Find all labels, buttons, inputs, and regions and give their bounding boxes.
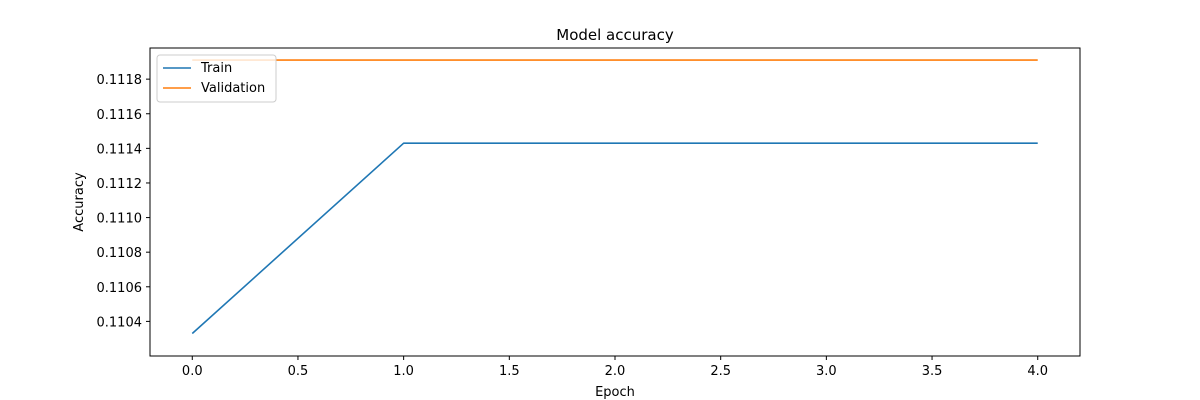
- y-tick-label: 0.1104: [97, 315, 143, 330]
- x-tick-label: 2.5: [710, 364, 731, 379]
- legend-label-train: Train: [200, 61, 232, 76]
- x-tick-label: 0.5: [288, 364, 309, 379]
- x-tick-label: 4.0: [1027, 364, 1048, 379]
- y-tick-label: 0.1110: [97, 212, 143, 227]
- y-tick-label: 0.1108: [97, 246, 143, 261]
- chart-title: Model accuracy: [556, 26, 674, 44]
- legend: Train Validation: [156, 54, 277, 103]
- y-tick-label: 0.1116: [97, 108, 143, 123]
- y-tick-label: 0.1118: [97, 73, 143, 88]
- x-tick-label: 0.0: [182, 364, 203, 379]
- y-tick-label: 0.1106: [97, 281, 143, 296]
- x-tick-label: 3.5: [922, 364, 943, 379]
- x-axis-label: Epoch: [595, 385, 635, 400]
- x-tick-label: 3.0: [816, 364, 837, 379]
- legend-label-validation: Validation: [201, 81, 265, 96]
- x-tick-label: 1.0: [393, 364, 414, 379]
- x-axis-ticks: 0.0 0.5 1.0 1.5 2.0 2.5 3.0 3.5 4.0: [182, 356, 1048, 379]
- y-axis-ticks: 0.1104 0.1106 0.1108 0.1110 0.1112 0.1114 0.11…: [97, 73, 150, 330]
- y-tick-label: 0.1112: [97, 177, 143, 192]
- legend-box: [156, 54, 277, 103]
- x-tick-label: 2.0: [605, 364, 626, 379]
- y-axis-label: Accuracy: [72, 172, 87, 232]
- x-tick-label: 1.5: [499, 364, 520, 379]
- series-layer: [191, 59, 1038, 335]
- series-line-train: [191, 142, 1038, 335]
- y-tick-label: 0.1114: [97, 142, 143, 157]
